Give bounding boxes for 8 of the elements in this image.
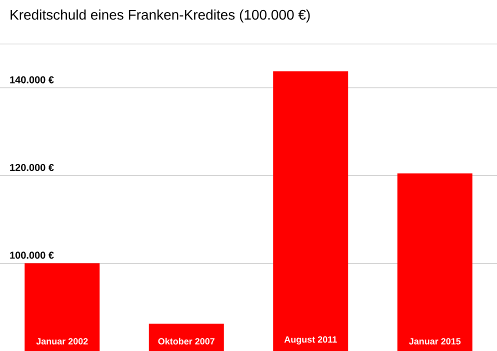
chart-title: Kreditschuld eines Franken-Kredites (100.000 €) [10, 9, 310, 23]
x-tick-label: August 2011 [284, 336, 337, 344]
x-tick-label: Oktober 2007 [158, 338, 214, 344]
x-tick-label: Januar 2002 [36, 338, 88, 344]
x-tick-label: Januar 2015 [409, 338, 461, 344]
y-tick-label: 120.000 € [10, 164, 54, 172]
y-tick-label: 140.000 € [10, 76, 54, 84]
y-tick-label: 100.000 € [10, 252, 54, 259]
